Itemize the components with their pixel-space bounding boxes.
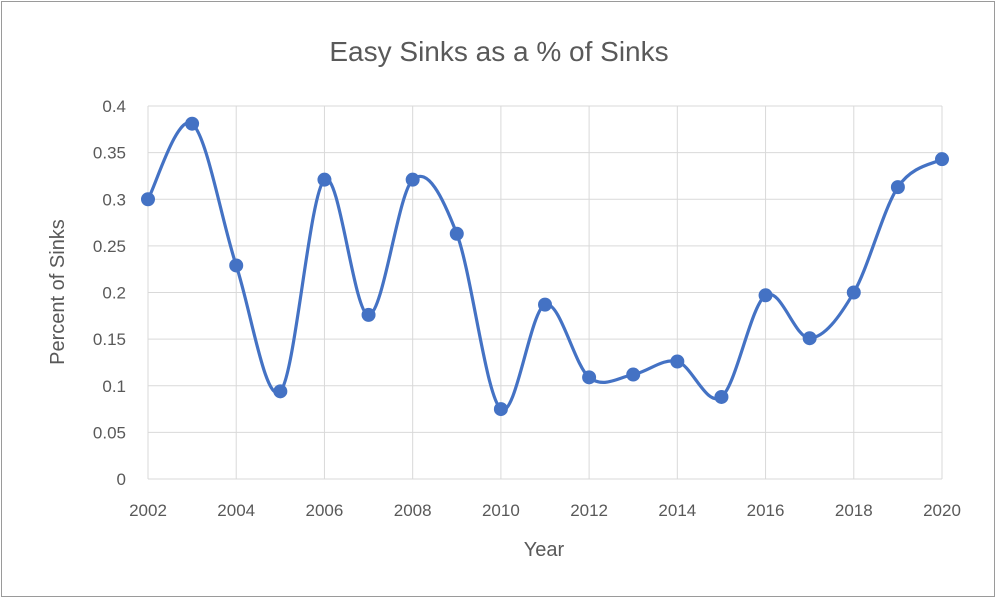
- y-axis-title: Percent of Sinks: [47, 219, 69, 365]
- x-tick-label: 2012: [570, 501, 608, 520]
- data-point: [802, 331, 817, 346]
- x-tick-label: 2006: [306, 501, 344, 520]
- data-point: [449, 226, 464, 241]
- x-axis-ticks: 2002 2004 2006 2008 2010 2012 2014 2016 2018 2020: [129, 501, 961, 520]
- y-tick-label: 0.35: [93, 144, 126, 163]
- data-point: [229, 258, 244, 273]
- data-point: [405, 172, 420, 187]
- y-tick-label: 0.15: [93, 330, 126, 349]
- y-tick-label: 0.25: [93, 237, 126, 256]
- data-point: [493, 402, 508, 417]
- data-point: [890, 180, 905, 195]
- y-tick-label: 0.4: [102, 97, 126, 116]
- data-point: [626, 367, 641, 382]
- y-tick-label: 0.05: [93, 423, 126, 442]
- y-tick-label: 0: [117, 470, 126, 489]
- data-point: [317, 172, 332, 187]
- data-point: [935, 152, 949, 167]
- y-tick-label: 0.3: [102, 190, 126, 209]
- x-axis-title: Year: [524, 539, 565, 561]
- data-point: [846, 285, 861, 300]
- data-point: [538, 297, 552, 312]
- data-point: [714, 389, 729, 404]
- data-point: [273, 384, 288, 399]
- data-point: [758, 288, 773, 303]
- y-tick-label: 0.2: [102, 284, 126, 303]
- data-point: [185, 116, 200, 131]
- data-point: [582, 370, 597, 385]
- data-point: [141, 192, 155, 207]
- data-point: [670, 354, 685, 369]
- y-tick-label: 0.1: [102, 377, 126, 396]
- chart-title: Easy Sinks as a % of Sinks: [329, 36, 668, 67]
- x-tick-label: 2010: [482, 501, 520, 520]
- data-points: [141, 116, 949, 417]
- x-tick-label: 2014: [658, 501, 696, 520]
- gridlines: [147, 105, 943, 480]
- x-tick-label: 2008: [394, 501, 432, 520]
- y-axis-ticks: 0 0.05 0.1 0.15 0.2 0.25 0.3 0.35 0.4: [93, 97, 126, 489]
- x-tick-label: 2020: [923, 501, 961, 520]
- series-line: [146, 121, 944, 412]
- x-tick-label: 2004: [217, 501, 255, 520]
- x-tick-label: 2002: [129, 501, 167, 520]
- data-point: [361, 307, 376, 322]
- x-tick-label: 2016: [747, 501, 785, 520]
- x-tick-label: 2018: [835, 501, 873, 520]
